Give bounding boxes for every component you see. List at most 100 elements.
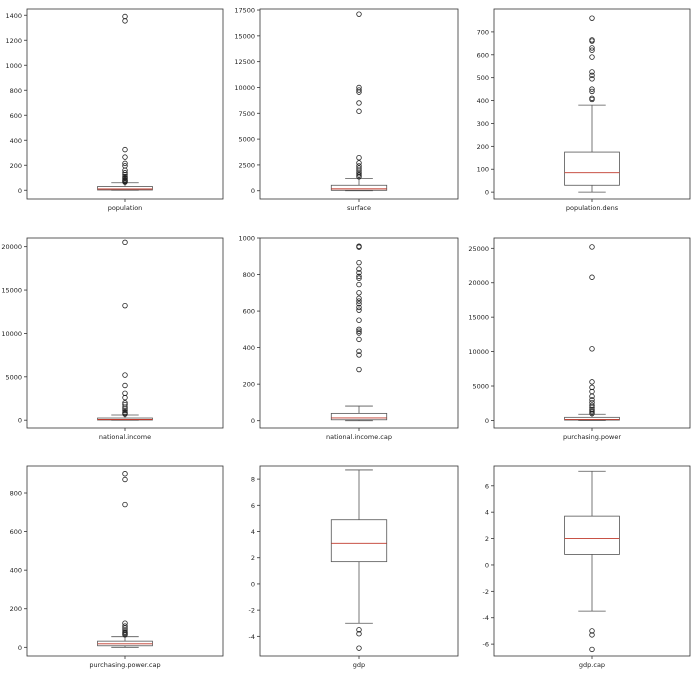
outlier-point (122, 390, 128, 396)
y-tick-label: 17500 (234, 7, 255, 15)
outlier-point (356, 336, 362, 343)
y-tick-label: 2500 (238, 161, 255, 169)
outlier-point (356, 154, 362, 161)
iqr-box (330, 184, 388, 191)
iqr-box (330, 519, 388, 563)
outlier-point (356, 167, 362, 173)
outlier-point (589, 69, 595, 75)
outlier-point (589, 379, 595, 385)
y-tick-label: -4 (249, 633, 255, 641)
outlier-point (356, 266, 362, 272)
y-tick-label: 800 (10, 490, 22, 498)
outlier-point (589, 72, 595, 79)
y-tick-label: 15000 (468, 314, 489, 322)
y-tick-label: 10000 (468, 348, 489, 356)
y-tick-label: 500 (477, 74, 489, 82)
y-tick-label: 800 (10, 87, 22, 95)
y-tick-label: 15000 (1, 287, 22, 295)
x-axis-label: surface (347, 204, 371, 212)
x-axis-label: population.dens (566, 204, 619, 212)
outlier-point (589, 384, 595, 391)
x-axis-label: purchasing.power (563, 433, 621, 441)
outlier-point (122, 411, 128, 417)
y-tick-label: 600 (477, 51, 489, 59)
boxplot-panel: 0 5000 10000 15000 20000 25000 purchasing.powe… (468, 237, 691, 441)
outlier-point (122, 501, 128, 508)
y-tick-label: 0 (251, 187, 255, 195)
outlier-point (589, 346, 595, 352)
iqr-box (564, 515, 620, 555)
outlier-point (356, 330, 362, 336)
outlier-point (589, 38, 595, 44)
y-tick-label: 20000 (1, 243, 22, 251)
iqr-box (97, 417, 153, 421)
outlier-point (589, 45, 595, 51)
outlier-point (589, 47, 595, 53)
x-axis-label: national.income (99, 433, 151, 441)
outlier-point (122, 404, 128, 410)
outlier-point (356, 328, 362, 334)
y-tick-label: 200 (243, 381, 255, 389)
outlier-point (356, 270, 362, 276)
y-tick-label: 5000 (472, 383, 489, 391)
outlier-point (356, 645, 362, 651)
y-tick-label: 0 (251, 580, 255, 588)
y-tick-label: 0 (18, 417, 22, 425)
y-tick-label: 2 (251, 554, 255, 562)
outlier-point (356, 87, 362, 93)
y-tick-label: 0 (18, 187, 22, 195)
outlier-point (589, 632, 595, 638)
y-tick-label: 10000 (234, 84, 255, 92)
outlier-point (356, 89, 362, 95)
y-tick-label: 1000 (5, 62, 22, 70)
outlier-point (356, 171, 362, 177)
y-tick-label: 0 (485, 189, 489, 197)
outlier-point (122, 154, 128, 160)
outlier-point (356, 100, 362, 106)
outlier-point (122, 160, 128, 167)
y-tick-label: -4 (483, 614, 489, 622)
y-tick-label: 700 (477, 28, 489, 36)
y-tick-label: 400 (477, 97, 489, 105)
y-tick-label: 200 (10, 162, 22, 170)
y-tick-label: 400 (10, 567, 22, 575)
outlier-point (122, 372, 128, 378)
outlier-point (589, 397, 595, 403)
outlier-point (356, 174, 362, 180)
outlier-point (589, 88, 595, 95)
boxplot-panel: -4 -2 0 2 4 6 8 gdp (249, 465, 459, 669)
y-tick-label: 6 (485, 482, 489, 490)
y-tick-label: 4 (251, 528, 255, 536)
outlier-point (589, 15, 595, 21)
y-tick-label: 600 (243, 308, 255, 316)
y-tick-label: 12500 (234, 58, 255, 66)
y-tick-label: 4 (485, 509, 489, 517)
outlier-point (356, 172, 362, 178)
boxplot-panel: 0 200 400 600 800 1000 national.income.cap (238, 235, 459, 441)
outlier-point (122, 179, 128, 185)
outlier-point (356, 273, 362, 280)
boxplot-panel: 0 5000 10000 15000 20000 national.income (1, 237, 224, 441)
y-tick-label: 200 (10, 605, 22, 613)
y-tick-label: 1400 (5, 12, 22, 20)
outlier-point (356, 348, 362, 354)
x-axis-label: gdp.cap (579, 661, 605, 669)
boxplot-panel: 0 200 400 600 800 purchasing.power.cap (10, 465, 224, 669)
outlier-point (589, 393, 595, 400)
iqr-box (564, 416, 620, 421)
y-tick-label: 25000 (468, 245, 489, 253)
outlier-point (589, 274, 595, 280)
outlier-point (122, 302, 128, 309)
outlier-point (356, 244, 362, 250)
outlier-point (589, 244, 595, 250)
outlier-point (356, 304, 362, 311)
y-tick-label: 5000 (5, 373, 22, 381)
y-tick-label: -2 (249, 607, 255, 615)
outlier-point (122, 239, 128, 246)
outlier-point (356, 275, 362, 281)
outlier-point (356, 307, 362, 313)
y-tick-label: 0 (18, 644, 22, 652)
y-tick-label: 8 (251, 476, 255, 484)
outlier-point (356, 290, 362, 296)
